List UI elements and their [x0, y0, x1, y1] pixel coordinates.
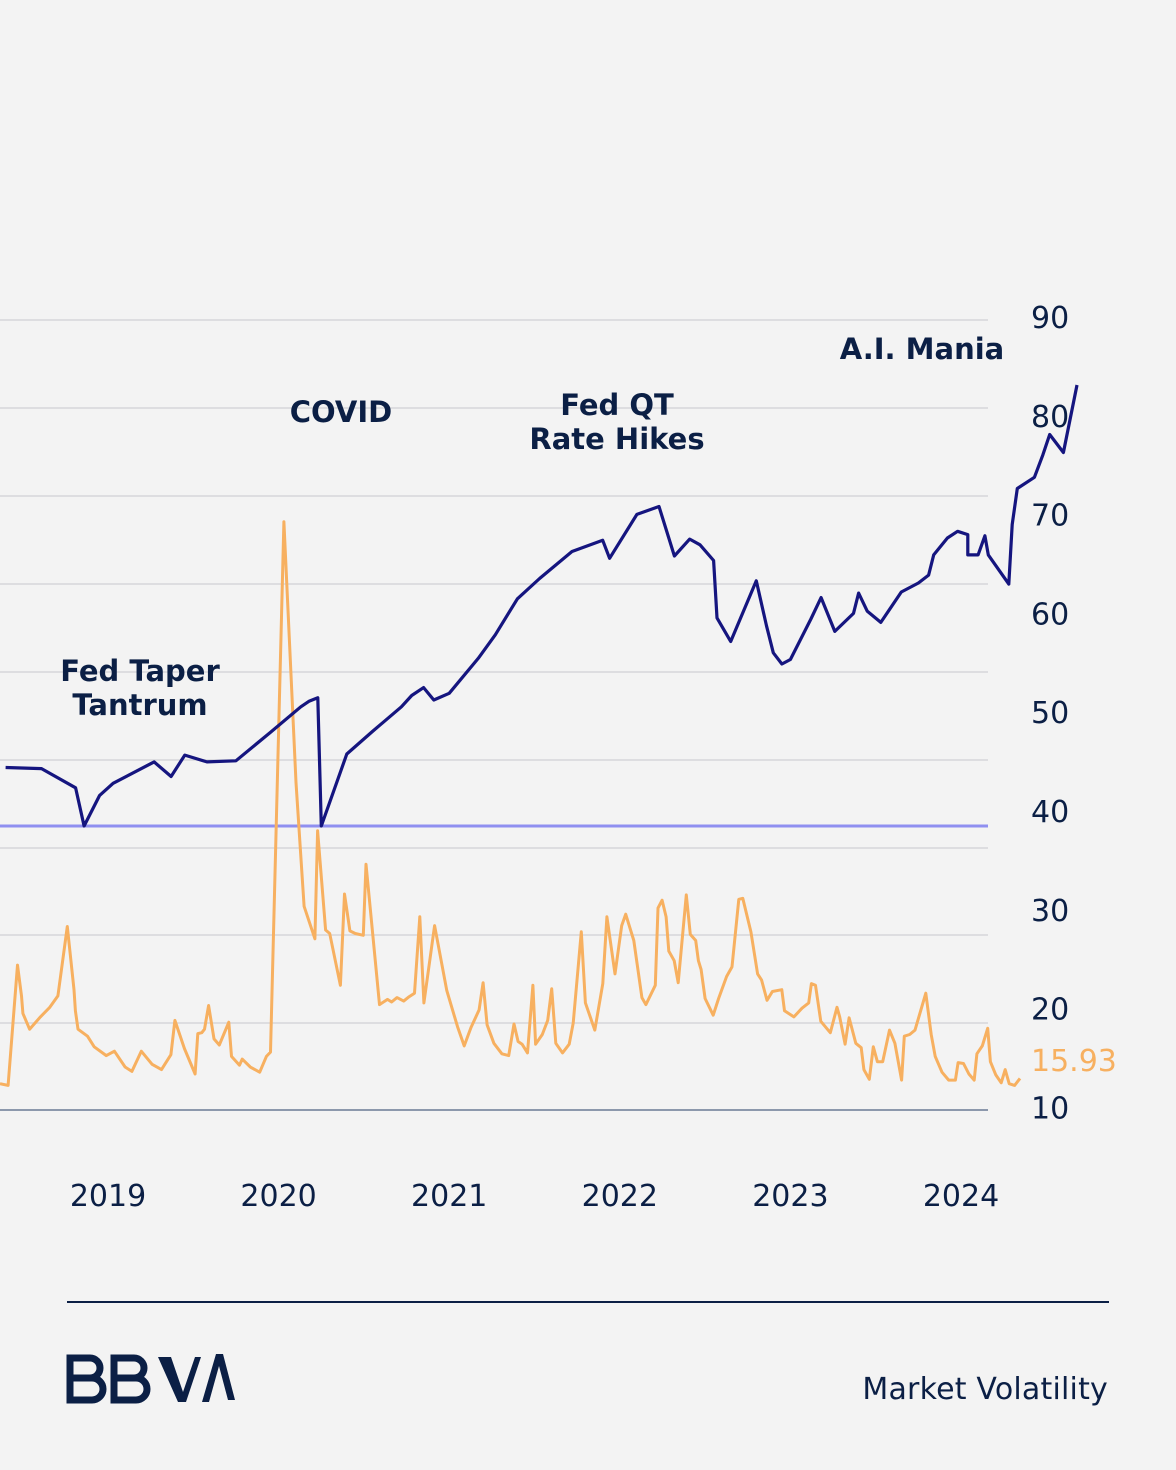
x-tick-label: 2024	[923, 1179, 999, 1214]
bbva-logo: BBVA	[66, 1354, 235, 1404]
series-line-index	[5, 384, 1079, 828]
y-tick-label: 50	[1031, 696, 1069, 731]
x-tick-label: 2021	[411, 1179, 487, 1214]
annotation-label: COVID	[290, 395, 392, 429]
y-axis-ticks: 90 80 70 60 50 40 30 20 10	[1031, 301, 1069, 1126]
x-tick-label: 2019	[70, 1179, 146, 1214]
footer-subtitle: Market Volatility	[862, 1372, 1108, 1407]
y-tick-label: 80	[1031, 400, 1069, 435]
x-tick-label: 2023	[752, 1179, 828, 1214]
footer-divider	[67, 1301, 1109, 1303]
x-tick-label: 2020	[240, 1179, 316, 1214]
y-tick-label: 90	[1031, 301, 1069, 336]
annotation-label: Rate Hikes	[529, 422, 704, 456]
gridlines	[0, 319, 988, 1111]
annotation-label: Fed QT	[560, 388, 674, 422]
annotation-label: Tantrum	[72, 688, 207, 722]
y-tick-label: 70	[1031, 499, 1069, 534]
y-tick-label: 60	[1031, 597, 1069, 632]
y-tick-label: 10	[1031, 1091, 1069, 1126]
y-tick-label: 30	[1031, 894, 1069, 929]
y-tick-label: 40	[1031, 795, 1069, 830]
x-tick-label: 2022	[582, 1179, 658, 1214]
x-axis-ticks: 2019 2020 2021 2022 2023 2024	[70, 1179, 999, 1214]
series-line-vix	[0, 520, 1022, 1087]
y-tick-label: 20	[1031, 993, 1069, 1028]
last-value-label: 15.93	[1031, 1044, 1117, 1079]
annotation-label: Fed Taper	[60, 654, 220, 688]
series-group	[0, 384, 1079, 1087]
annotation-label: A.I. Mania	[840, 332, 1004, 366]
